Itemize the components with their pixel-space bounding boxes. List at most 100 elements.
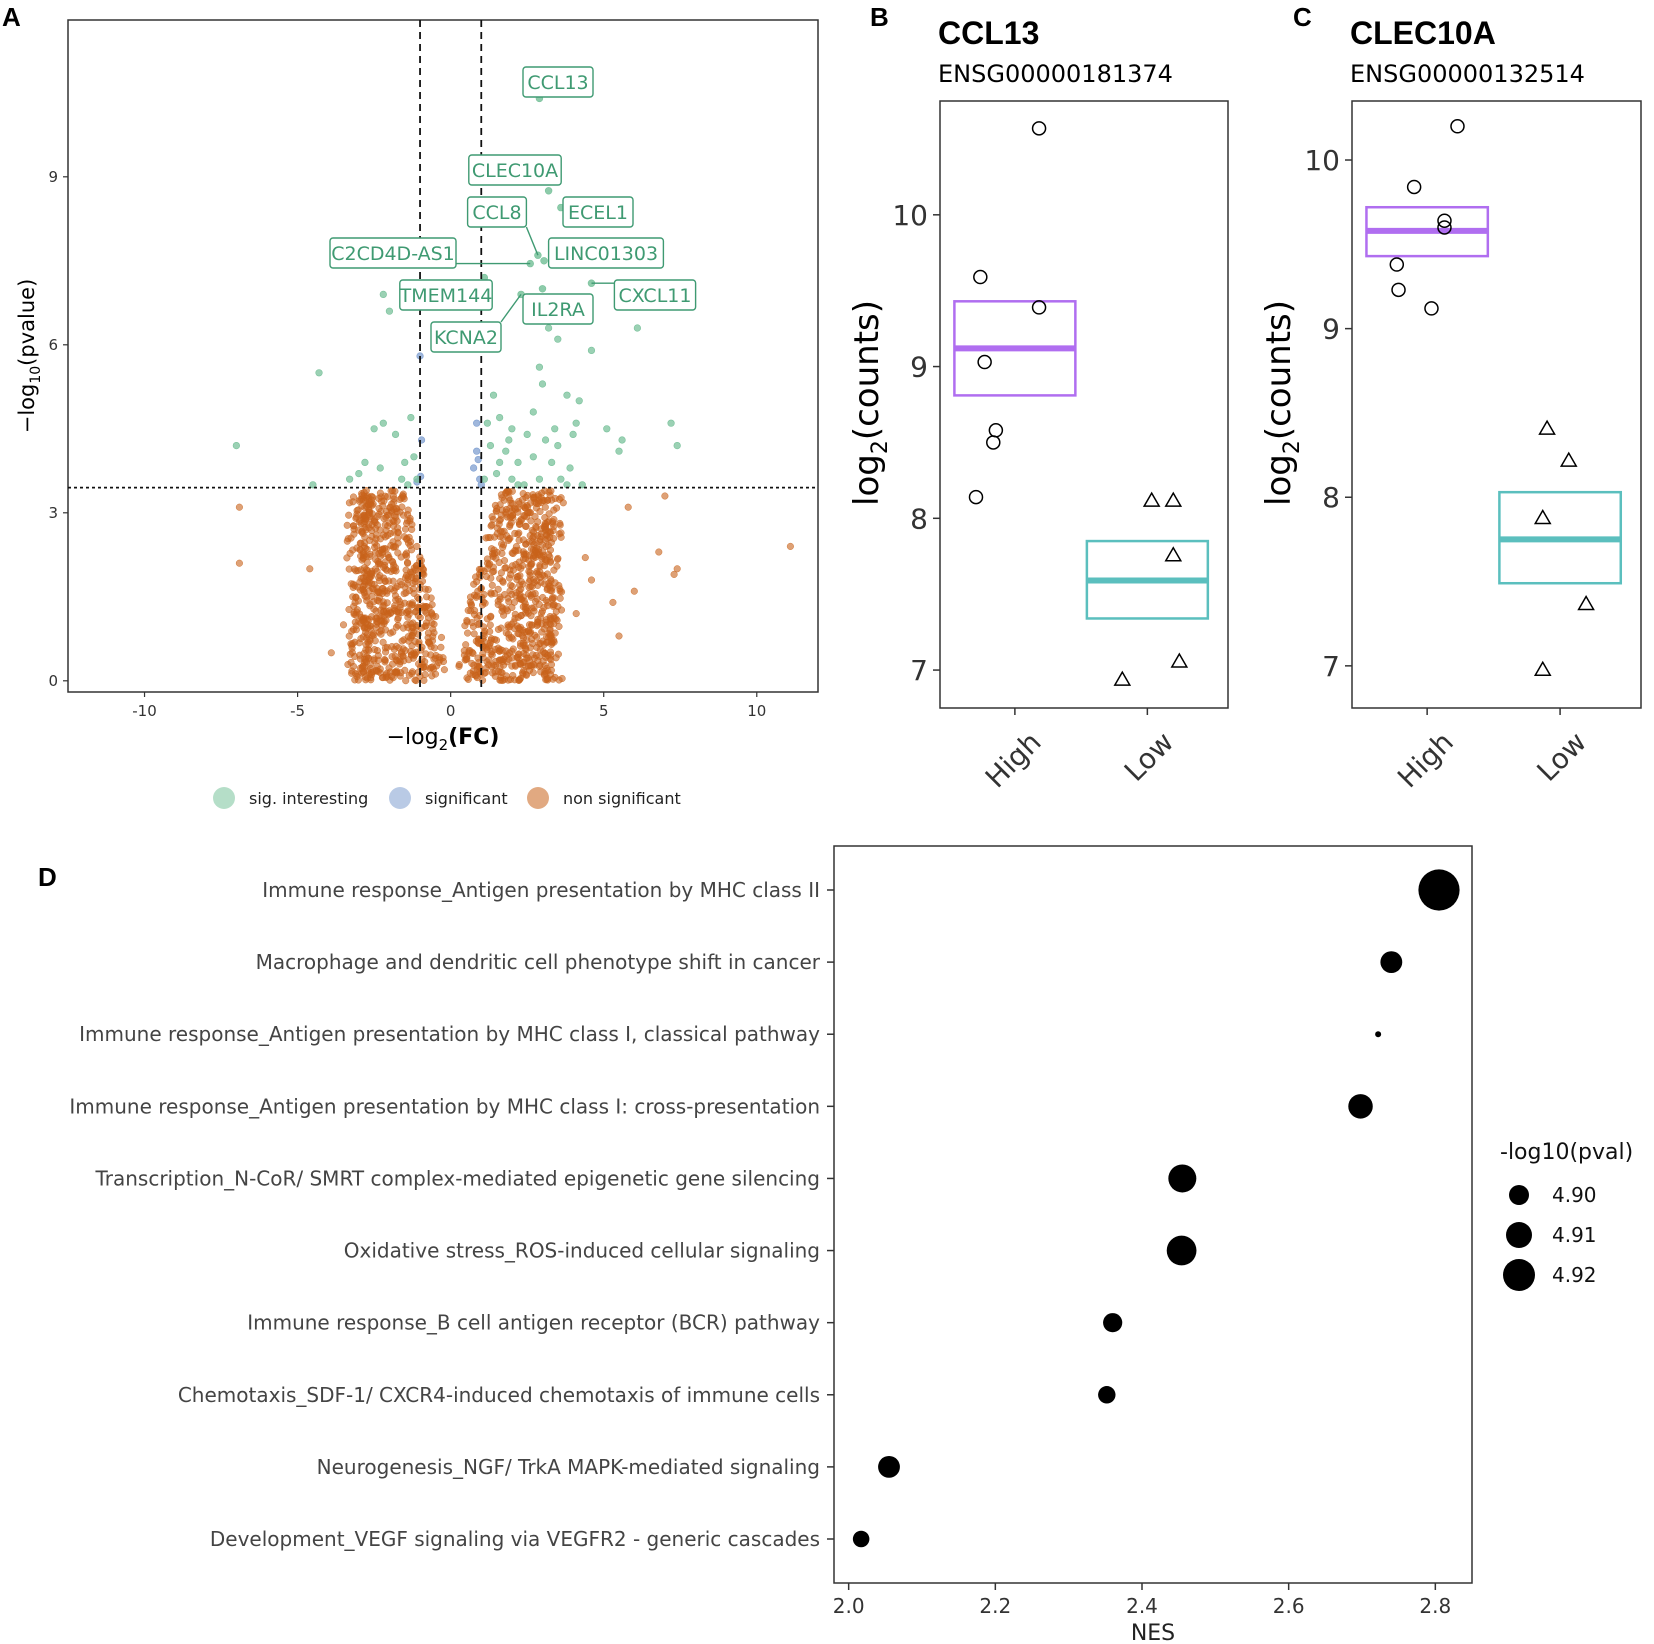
non-significant-point (368, 526, 376, 535)
pathway-plot-frame (833, 845, 1473, 1584)
non-significant-point (487, 612, 495, 620)
non-significant-point (519, 603, 527, 611)
legend-label-significant: significant (425, 789, 508, 808)
non-significant-point (534, 518, 542, 526)
non-significant-point (348, 627, 356, 635)
non-significant-point (376, 572, 384, 580)
x-tick-label: 0 (446, 702, 456, 720)
significant-point (473, 419, 481, 427)
non-significant-point (535, 640, 543, 648)
sig-interesting-point (603, 425, 611, 433)
non-significant-point (422, 622, 430, 630)
significant-point (470, 464, 478, 472)
non-significant-point (655, 548, 663, 556)
high-sample-point (1424, 301, 1439, 316)
non-significant-point (389, 558, 397, 566)
non-significant-point (354, 506, 362, 514)
non-significant-point (535, 600, 543, 608)
ccl13-y-label-suffix: (counts) (847, 300, 887, 440)
non-significant-point (509, 514, 517, 522)
category-label: High (979, 725, 1048, 794)
non-significant-point (609, 598, 617, 606)
sig-interesting-point (401, 458, 409, 467)
y-tick-label: 0 (48, 672, 58, 690)
non-significant-point (534, 615, 542, 623)
non-significant-point (351, 676, 359, 684)
non-significant-point (354, 567, 362, 575)
low-sample-point (1164, 546, 1183, 562)
non-significant-point (405, 610, 413, 618)
non-significant-point (615, 632, 623, 640)
non-significant-point (487, 589, 495, 597)
gene-label-text: C2CD4D-AS1 (331, 243, 455, 265)
non-significant-point (543, 664, 551, 672)
high-sample-point (977, 354, 992, 370)
non-significant-point (415, 595, 423, 603)
non-significant-point (543, 633, 551, 641)
non-significant-point (408, 632, 416, 640)
non-significant-point (630, 587, 638, 595)
non-significant-point (498, 506, 506, 514)
non-significant-point (556, 594, 564, 602)
pathway-x-axis-label: NES (1131, 1621, 1175, 1644)
non-significant-point (375, 549, 383, 557)
non-significant-point (538, 620, 546, 628)
non-significant-point (427, 594, 435, 602)
non-significant-point (398, 637, 406, 645)
sig-interesting-point (379, 419, 387, 427)
non-significant-point (343, 537, 351, 545)
non-significant-point (352, 622, 360, 630)
non-significant-point (394, 621, 402, 629)
non-significant-point (424, 586, 432, 594)
non-significant-point (365, 520, 373, 529)
non-significant-point (525, 567, 533, 575)
sig-interesting-point (615, 447, 623, 455)
pathway-dot (878, 1455, 900, 1478)
gene-label-text: CLEC10A (472, 160, 558, 182)
non-significant-point (479, 650, 487, 658)
legend-key-significant (389, 787, 411, 809)
sig-interesting-point (554, 335, 562, 343)
non-significant-point (431, 670, 440, 678)
high-sample-point (1031, 300, 1047, 315)
gene-label-text: CCL13 (527, 72, 588, 94)
non-significant-point (522, 662, 530, 670)
non-significant-point (516, 639, 525, 647)
x-tick-label: 2.8 (1419, 1594, 1451, 1618)
high-sample-point (1406, 179, 1422, 195)
clec10a-y-label-suffix: (counts) (1259, 300, 1299, 440)
low-sample-point (1533, 660, 1552, 676)
non-significant-point (481, 627, 489, 635)
non-significant-point (552, 654, 560, 662)
non-significant-point (502, 489, 510, 497)
non-significant-point (356, 651, 364, 659)
gene-label-connector (500, 293, 522, 323)
non-significant-point (382, 626, 390, 634)
non-significant-point (405, 656, 413, 664)
non-significant-point (404, 576, 412, 584)
non-significant-point (786, 542, 794, 550)
x-tick-label: 2.2 (979, 1594, 1011, 1618)
pathway-dot (1348, 1094, 1373, 1119)
non-significant-point (524, 654, 532, 662)
sig-interesting-point (508, 475, 516, 483)
pathway-dot (1168, 1164, 1197, 1193)
sig-interesting-point (410, 453, 418, 461)
non-significant-point (380, 656, 389, 664)
non-significant-point (479, 676, 487, 684)
non-significant-point (486, 621, 494, 629)
gene-label-text: CCL8 (472, 202, 521, 224)
non-significant-point (468, 619, 476, 627)
non-significant-point (370, 631, 378, 639)
non-significant-point (502, 629, 510, 637)
non-significant-point (552, 608, 560, 616)
low-sample-point (1538, 419, 1556, 435)
non-significant-point (514, 504, 522, 512)
non-significant-point (670, 570, 678, 578)
non-significant-point (509, 645, 517, 653)
non-significant-point (405, 637, 413, 645)
x-tick-label: 10 (747, 702, 766, 720)
sig-interesting-point (563, 391, 571, 399)
non-significant-point (495, 558, 503, 567)
non-significant-point (556, 519, 564, 527)
